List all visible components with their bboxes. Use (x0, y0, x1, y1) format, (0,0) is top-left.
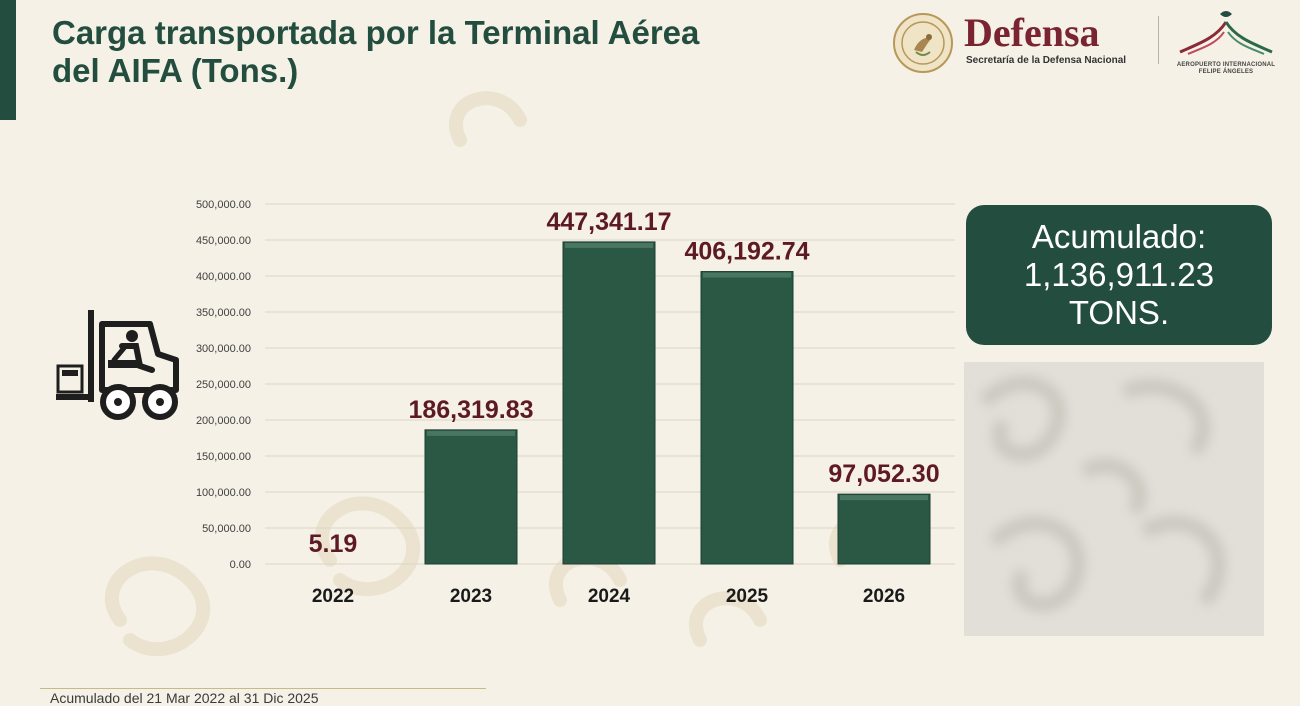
data-label: 5.19 (309, 530, 358, 558)
bar-highlight (565, 242, 653, 248)
aifa-text-line-1: AEROPUERTO INTERNACIONAL (1176, 62, 1276, 68)
y-tick-label: 500,000.00 (196, 199, 251, 211)
bar-highlight (427, 430, 515, 436)
data-label: 447,341.17 (546, 208, 671, 236)
logo-divider (1158, 16, 1159, 64)
aifa-logo: AEROPUERTO INTERNACIONAL FELIPE ÁNGELES (1168, 8, 1284, 82)
accumulated-unit: TONS. (1068, 294, 1170, 331)
y-tick-label: 0.00 (230, 559, 251, 571)
footnote-rule (40, 688, 486, 689)
accumulated-value: 1,136,911.23 (1023, 256, 1215, 293)
page-title: Carga transportada por la Terminal Aérea… (52, 14, 699, 90)
bar (700, 271, 794, 565)
accumulated-label: Acumulado: (1031, 218, 1207, 255)
bar (837, 493, 931, 565)
x-tick-label: 2024 (588, 586, 631, 607)
page-title-line-2: del AIFA (Tons.) (52, 52, 299, 89)
data-label: 186,319.83 (408, 396, 533, 424)
y-tick-label: 250,000.00 (196, 379, 251, 391)
y-tick-label: 200,000.00 (196, 415, 251, 427)
data-label: 406,192.74 (684, 238, 809, 266)
bar-highlight (840, 495, 928, 501)
y-tick-label: 350,000.00 (196, 307, 251, 319)
aifa-text-line-2: FELIPE ÁNGELES (1198, 69, 1254, 75)
page-title-line-1: Carga transportada por la Terminal Aérea (52, 14, 700, 51)
y-tick-label: 300,000.00 (196, 343, 251, 355)
defensa-subtitle: Secretaría de la Defensa Nacional (966, 55, 1127, 66)
accent-bar (0, 0, 16, 120)
defensa-wordmark: Defensa (964, 10, 1100, 55)
aifa-logo-icon (1179, 11, 1273, 55)
y-tick-label: 450,000.00 (196, 235, 251, 247)
bar (424, 429, 518, 565)
y-tick-label: 400,000.00 (196, 271, 251, 283)
x-tick-label: 2026 (863, 586, 905, 607)
x-tick-label: 2025 (726, 586, 769, 607)
y-tick-label: 150,000.00 (196, 451, 251, 463)
defensa-logo: Defensa Secretaría de la Defensa Naciona… (892, 10, 1162, 73)
x-tick-label: 2023 (450, 586, 492, 607)
bar (562, 241, 656, 565)
data-label: 97,052.30 (828, 460, 939, 488)
x-tick-label: 2022 (312, 586, 354, 607)
y-tick-label: 100,000.00 (196, 487, 251, 499)
blurred-image (964, 362, 1264, 636)
national-seal-icon (893, 13, 953, 73)
forklift-icon (56, 310, 179, 420)
bar-highlight (703, 272, 791, 278)
footnote: Acumulado del 21 Mar 2022 al 31 Dic 2025 (50, 690, 319, 706)
y-tick-label: 50,000.00 (202, 523, 251, 535)
accumulated-total-box: Acumulado: 1,136,911.23 TONS. (966, 205, 1272, 345)
